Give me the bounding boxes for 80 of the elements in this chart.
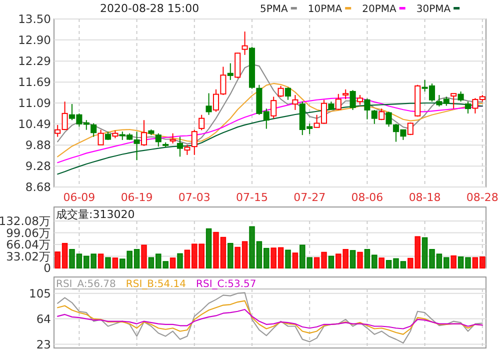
y-tick-label: 11.69 [18, 75, 51, 90]
candlestick [98, 129, 104, 146]
y-tick-label: 0 [44, 261, 51, 275]
chart-title: 2020-08-28 15:00 [100, 2, 200, 15]
x-tick-label: 07-03 [178, 191, 210, 204]
bar [378, 258, 384, 268]
candlestick [464, 101, 472, 114]
y-tick-label: 9.88 [25, 138, 51, 152]
candlestick [198, 114, 205, 131]
text: RSI_B:54.14 [126, 279, 186, 290]
y-tick-label: 12.29 [18, 54, 51, 68]
y-tick-label: 66.04万 [6, 238, 51, 252]
y-tick-label: 132.08万 [0, 214, 51, 228]
legend-label: 10PMA [308, 4, 342, 15]
bar [450, 255, 456, 268]
x-tick-label: 08-18 [408, 191, 441, 204]
bar [328, 256, 334, 268]
x-tick-label: 07-15 [236, 191, 268, 204]
y-tick-label: 99.06万 [6, 226, 51, 240]
candlestick [191, 129, 198, 156]
candlestick [335, 93, 342, 110]
candlestick [458, 91, 464, 102]
candlestick [292, 94, 298, 110]
candlestick [450, 93, 457, 110]
candlestick [342, 88, 349, 100]
legend-label: 5PMA [260, 4, 288, 15]
candlestick [356, 94, 364, 106]
bar [285, 250, 291, 268]
line-series [57, 292, 483, 344]
bar [170, 258, 176, 268]
candlestick [364, 98, 370, 120]
bar [206, 228, 212, 268]
chart-title: 成交量:313020 [56, 208, 135, 221]
y-tick-label: 10.49 [18, 116, 51, 131]
candlestick [206, 92, 212, 116]
candlestick [184, 144, 190, 156]
candlestick [407, 122, 414, 136]
bar [105, 257, 111, 268]
candlestick [350, 90, 356, 110]
y-tick-label: 12.90 [18, 32, 51, 47]
candlestick [371, 109, 378, 124]
x-tick-label: 08-28 [466, 191, 498, 204]
candlestick [227, 62, 234, 80]
bar [228, 242, 234, 268]
line-series [57, 82, 483, 158]
candlestick [278, 85, 284, 98]
candlestick [176, 136, 184, 158]
y-tick-label: 33.02万 [6, 249, 51, 264]
y-tick-label: 9.28 [25, 159, 51, 174]
y-tick-label: 11.09 [18, 96, 51, 110]
y-tick-label: 23 [36, 337, 51, 350]
y-tick-label: 13.50 [18, 12, 51, 26]
y-tick-label: 8.68 [25, 180, 51, 194]
series-label: RSI_A:56.78 [56, 279, 116, 290]
y-tick-label: 105 [29, 286, 51, 300]
y-tick-label: 64 [36, 312, 51, 326]
x-tick-label: 06-19 [120, 191, 153, 204]
bar [141, 244, 147, 268]
text: RSI_C:53.57 [196, 279, 256, 290]
bar [177, 253, 183, 268]
line-series [57, 308, 483, 330]
bar [292, 252, 298, 268]
bar [112, 258, 118, 268]
candlestick [242, 31, 248, 56]
bar [350, 250, 356, 268]
legend-label: 20PMA [362, 4, 396, 15]
candlestick [284, 86, 292, 100]
x-tick-label: 06-09 [63, 191, 96, 204]
candlestick [155, 132, 162, 148]
x-tick-label: 08-06 [351, 191, 384, 204]
legend-label: 30PMA [416, 4, 451, 15]
candlestick [134, 131, 140, 161]
x-tick-label: 07-27 [294, 191, 326, 204]
line-series [57, 97, 483, 164]
candlestick [386, 111, 392, 128]
candlestick [170, 132, 176, 144]
candlestick [270, 96, 277, 119]
candlestick [140, 120, 148, 146]
bar [98, 254, 104, 268]
bar [357, 252, 363, 268]
